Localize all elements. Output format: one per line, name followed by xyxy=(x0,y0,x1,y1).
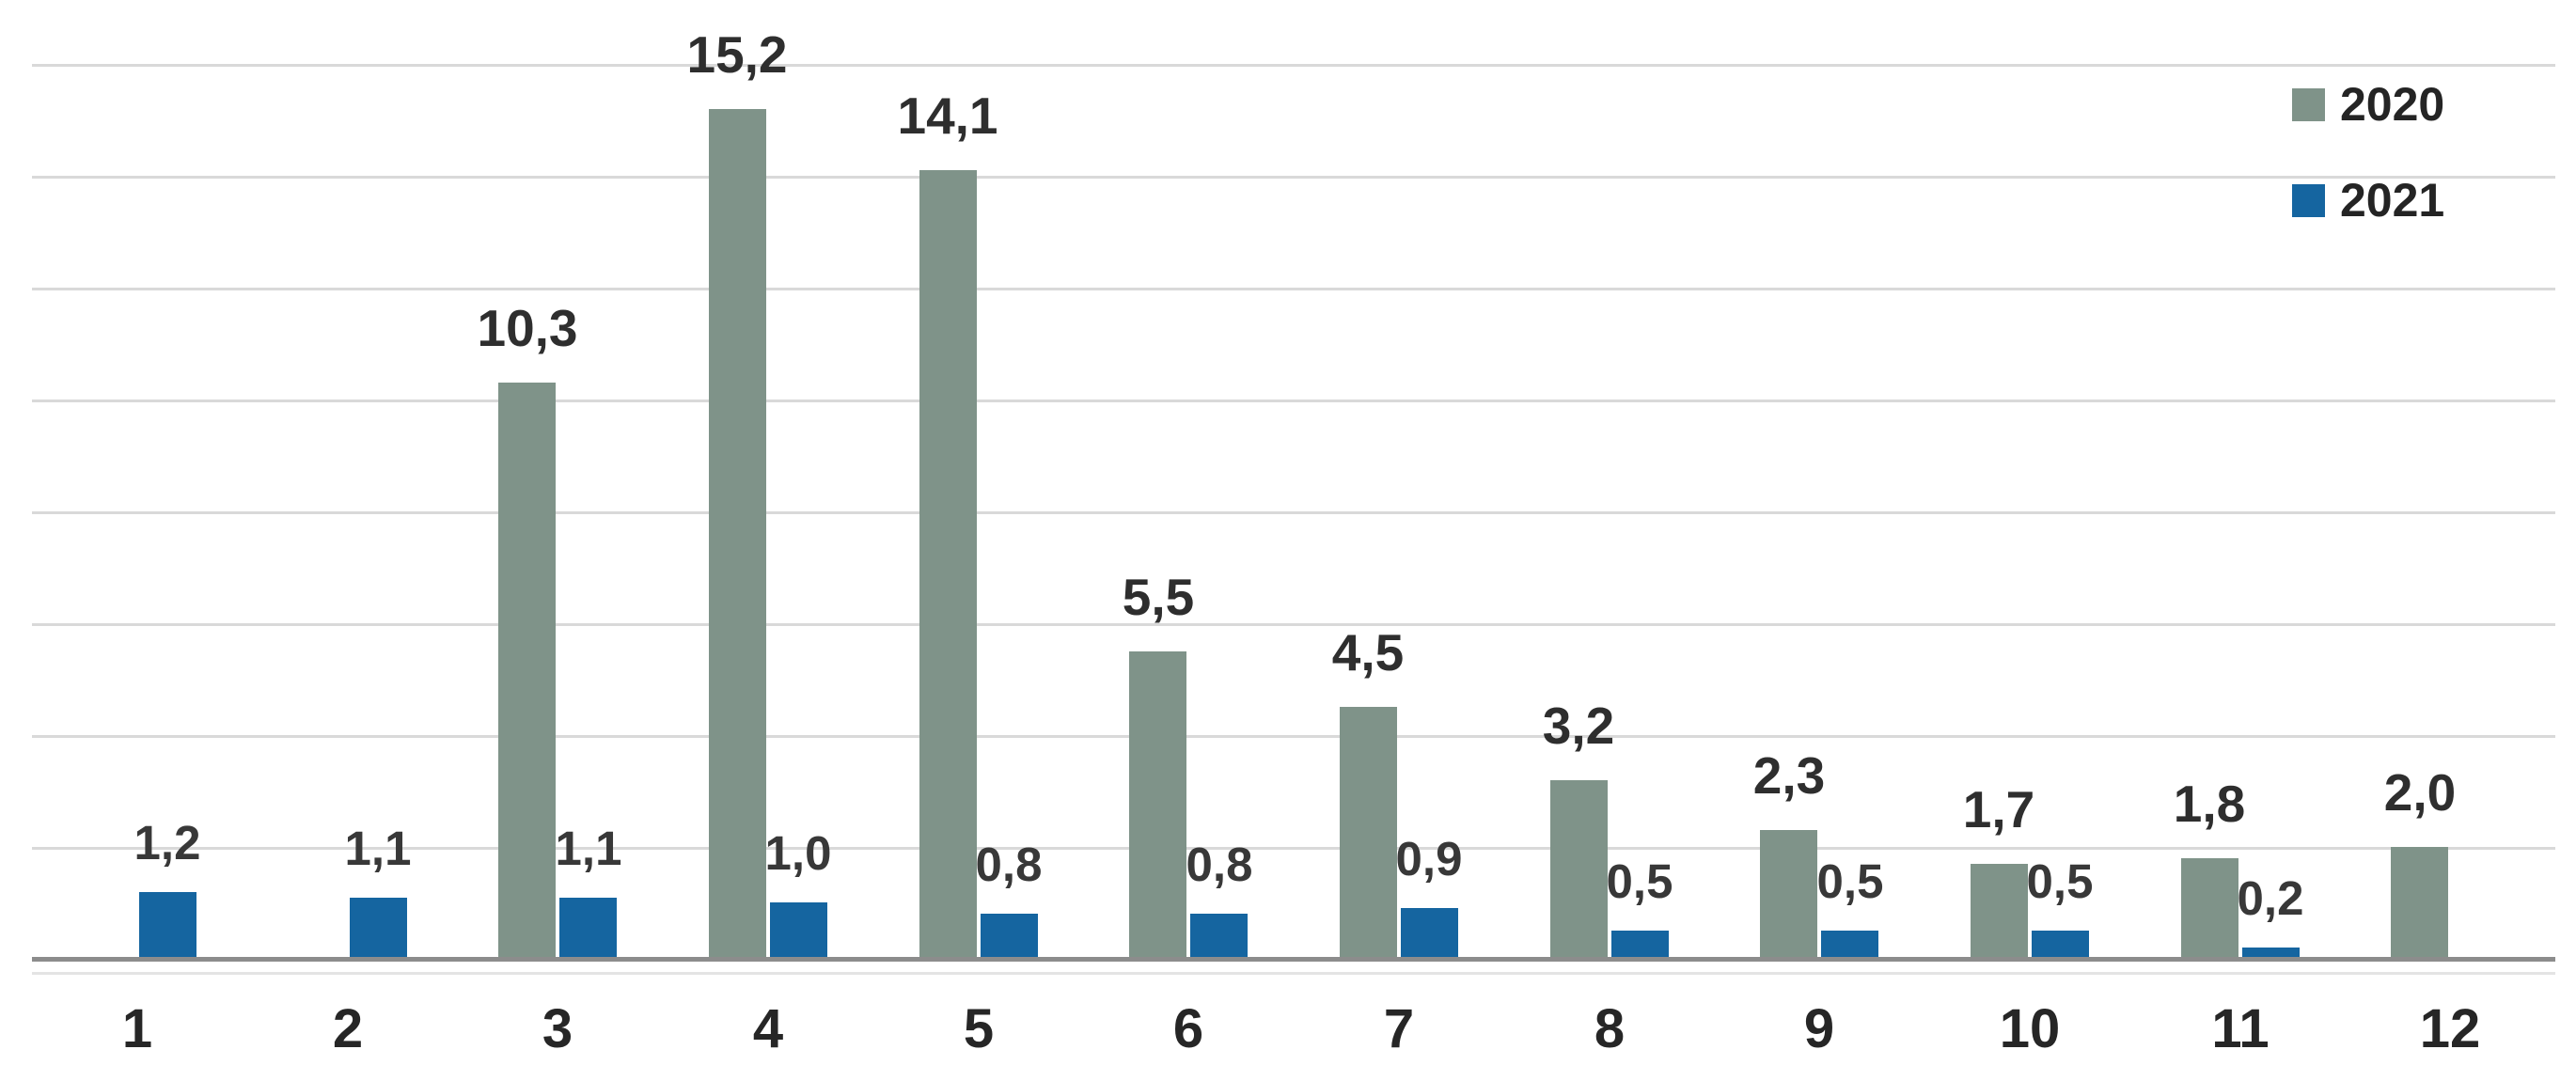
x-axis-label-7: 7 xyxy=(1383,998,1415,1059)
gridline-16 xyxy=(32,64,2555,67)
bar-label-2021-month-5: 0,8 xyxy=(975,838,1043,891)
bar-2021-month-4 xyxy=(770,902,827,959)
legend-swatch-2021-icon xyxy=(2292,183,2325,217)
x-axis-label-8: 8 xyxy=(1594,998,1626,1059)
bar-label-2021-month-7: 0,9 xyxy=(1395,832,1463,885)
gridline-10 xyxy=(32,400,2555,402)
x-axis-label-9: 9 xyxy=(1803,998,1835,1059)
x-axis-shadow-line xyxy=(32,972,2555,975)
legend-item-2020: 2020 xyxy=(2292,81,2444,128)
bar-2021-month-1 xyxy=(139,892,196,959)
x-axis-label-6: 6 xyxy=(1172,998,1204,1059)
bar-2021-month-6 xyxy=(1190,914,1248,959)
bar-label-2020-month-9: 2,3 xyxy=(1752,746,1826,805)
bar-label-2021-month-1: 1,2 xyxy=(134,816,201,870)
bar-2021-month-7 xyxy=(1401,908,1458,959)
bar-label-2021-month-2: 1,1 xyxy=(344,822,412,875)
bar-label-2021-month-6: 0,8 xyxy=(1186,838,1253,891)
bar-2021-month-9 xyxy=(1821,931,1878,959)
bar-label-2021-month-3: 1,1 xyxy=(555,822,622,875)
x-axis-label-11: 11 xyxy=(2211,998,2270,1059)
bar-2021-month-8 xyxy=(1611,931,1669,959)
x-axis-label-1: 1 xyxy=(121,998,153,1059)
bar-2020-month-9 xyxy=(1760,830,1817,959)
gridline-8 xyxy=(32,511,2555,514)
bar-2020-month-3 xyxy=(498,383,556,959)
bar-2021-month-3 xyxy=(559,898,617,959)
legend-label-2020: 2020 xyxy=(2340,78,2445,131)
bar-2020-month-7 xyxy=(1340,707,1397,959)
gridline-14 xyxy=(32,176,2555,179)
gridline-4 xyxy=(32,735,2555,738)
bar-label-2020-month-8: 3,2 xyxy=(1542,697,1615,755)
legend: 2020 2021 xyxy=(2292,81,2444,224)
bar-2020-month-6 xyxy=(1129,651,1186,959)
x-axis-label-5: 5 xyxy=(963,998,995,1059)
bar-label-2020-month-5: 14,1 xyxy=(897,86,998,145)
bar-2021-month-5 xyxy=(981,914,1038,959)
x-axis-label-10: 10 xyxy=(1999,998,2061,1059)
x-axis-label-4: 4 xyxy=(752,998,784,1059)
bar-label-2020-month-7: 4,5 xyxy=(1331,623,1405,682)
bar-label-2021-month-8: 0,5 xyxy=(1606,854,1673,908)
bar-2020-month-5 xyxy=(919,170,977,959)
gridline-2 xyxy=(32,847,2555,850)
bar-label-2020-month-4: 15,2 xyxy=(686,25,788,84)
x-axis-label-12: 12 xyxy=(2419,998,2481,1059)
bar-2021-month-11 xyxy=(2242,948,2300,959)
bar-label-2020-month-10: 1,7 xyxy=(1962,780,2035,838)
bar-2020-month-11 xyxy=(2181,858,2238,959)
bar-label-2020-month-11: 1,8 xyxy=(2173,775,2246,833)
bar-2020-month-12 xyxy=(2391,847,2448,959)
x-axis-line xyxy=(32,957,2555,962)
bar-2020-month-10 xyxy=(1971,864,2028,959)
gridline-6 xyxy=(32,623,2555,626)
bar-2020-month-4 xyxy=(709,109,766,959)
legend-label-2021: 2021 xyxy=(2340,174,2445,227)
x-axis-label-3: 3 xyxy=(542,998,573,1059)
bar-label-2020-month-12: 2,0 xyxy=(2383,763,2457,822)
gridline-12 xyxy=(32,288,2555,290)
bar-label-2020-month-3: 10,3 xyxy=(477,299,578,357)
x-axis-label-2: 2 xyxy=(332,998,364,1059)
bar-label-2021-month-9: 0,5 xyxy=(1816,854,1884,908)
bar-label-2021-month-10: 0,5 xyxy=(2026,854,2094,908)
bar-label-2021-month-4: 1,0 xyxy=(764,826,832,880)
legend-swatch-2020-icon xyxy=(2292,87,2325,121)
bar-2020-month-8 xyxy=(1550,780,1608,959)
legend-item-2021: 2021 xyxy=(2292,177,2444,224)
bar-label-2021-month-11: 0,2 xyxy=(2237,871,2304,925)
bar-label-2020-month-6: 5,5 xyxy=(1122,568,1195,626)
bar-2021-month-10 xyxy=(2032,931,2089,959)
bar-2021-month-2 xyxy=(350,898,407,959)
